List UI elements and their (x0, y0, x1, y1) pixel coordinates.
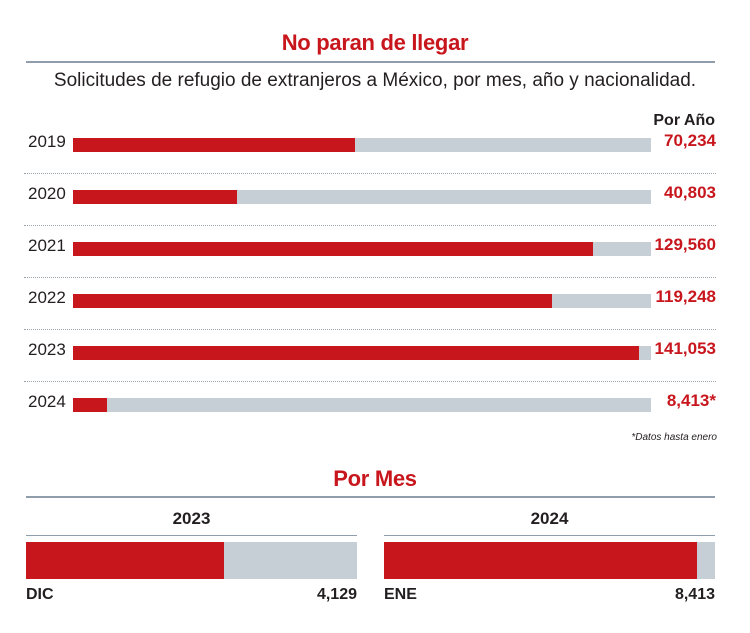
monthly-title: Por Mes (333, 466, 417, 491)
bar-track-2021 (73, 242, 651, 256)
bar-row-2024: 2024 8,413* (24, 382, 716, 434)
year-label-2022: 2022 (28, 288, 66, 307)
bar-row-2022: 2022 119,248 (24, 278, 716, 330)
month-label-dic: DIC (26, 586, 54, 603)
bar-2023 (73, 346, 639, 360)
chart-title: No paran de llegar (281, 30, 469, 55)
column-header: Por Año (653, 112, 715, 129)
month-bar-dic (26, 542, 224, 579)
month-label-ene: ENE (384, 586, 417, 603)
bar-row-2023: 2023 141,053 (24, 330, 716, 382)
row-divider (24, 329, 716, 330)
bar-2022 (73, 294, 552, 308)
month-panel-rule-2024 (384, 535, 715, 536)
value-label-2022: 119,248 (655, 287, 716, 306)
row-divider (24, 173, 716, 174)
value-label-2024: 8,413* (666, 391, 716, 410)
bar-track-2023 (73, 346, 651, 360)
month-value-ene: 8,413 (674, 586, 715, 603)
bar-track-2020 (73, 190, 651, 204)
chart-subtitle: Solicitudes de refugio de extranjeros a … (53, 70, 697, 91)
value-label-2019: 70,234 (664, 131, 716, 150)
month-panel-rule-2023 (26, 535, 357, 536)
bar-2024 (73, 398, 107, 412)
bar-track-2022 (73, 294, 651, 308)
year-label-2020: 2020 (28, 184, 66, 203)
month-bar-track-ene (384, 542, 715, 579)
month-panel-year-2024: 2024 (530, 509, 569, 528)
title-rule (26, 61, 715, 63)
bar-row-2019: 2019 70,234 (24, 122, 716, 174)
month-panel-year-2023: 2023 (172, 509, 211, 528)
bar-2020 (73, 190, 237, 204)
bar-track-2024 (73, 398, 651, 412)
year-label-2023: 2023 (28, 340, 66, 359)
month-value-dic: 4,129 (316, 586, 357, 603)
year-label-2024: 2024 (28, 392, 66, 411)
row-divider (24, 225, 716, 226)
bar-2021 (73, 242, 593, 256)
year-label-2019: 2019 (28, 132, 66, 151)
bar-track-2019 (73, 138, 651, 152)
bar-row-2020: 2020 40,803 (24, 174, 716, 226)
value-label-2020: 40,803 (664, 183, 716, 202)
value-label-2021: 129,560 (654, 235, 716, 254)
month-bar-ene (384, 542, 697, 579)
row-divider (24, 381, 716, 382)
row-divider (24, 277, 716, 278)
bar-2019 (73, 138, 355, 152)
monthly-rule (26, 496, 715, 498)
footnote: *Datos hasta enero (631, 432, 717, 443)
value-label-2023: 141,053 (654, 339, 716, 358)
bar-row-2021: 2021 129,560 (24, 226, 716, 278)
year-label-2021: 2021 (28, 236, 66, 255)
month-bar-track-dic (26, 542, 357, 579)
